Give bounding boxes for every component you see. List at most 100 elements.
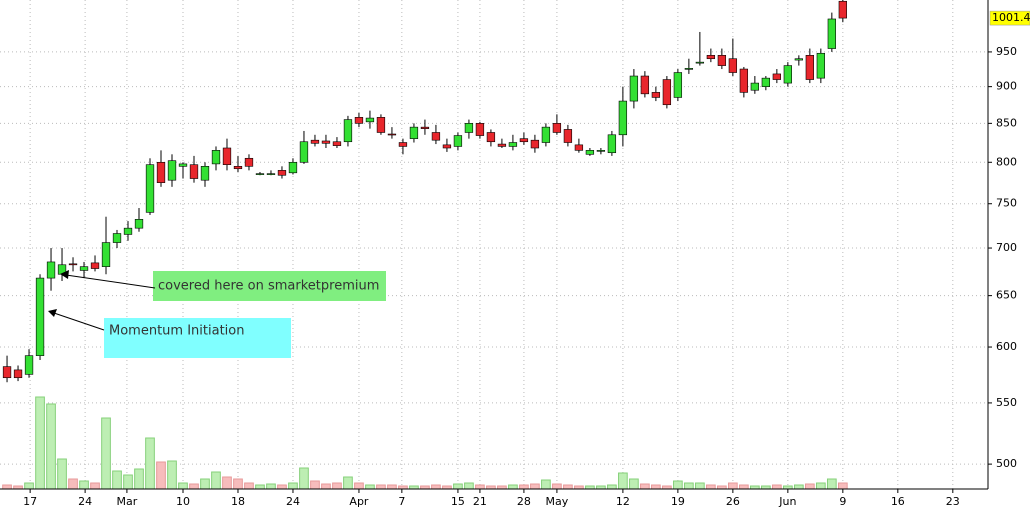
volume-bar [530,483,540,490]
candle-body [717,55,727,66]
y-tick-label: 600 [996,340,1017,353]
axes: 500 550 600 650 700 750 800 850 900 950 17 24 Mar 10 1… [23,10,1030,508]
candle-body [673,72,683,98]
candle-body [519,138,529,143]
x-tick-label: 15 [451,495,465,508]
volume-bar [211,471,221,490]
candle-body [497,143,507,147]
candle-body [343,119,353,143]
candle-body [46,261,56,279]
x-tick-label: 21 [473,495,487,508]
candle-body [101,242,111,267]
candle-body [145,164,155,213]
volume-bar [233,478,243,490]
volume-bar [519,484,529,490]
volume-bar [826,478,837,490]
candle-body [68,263,78,266]
volume-bar [673,480,683,490]
volume-bar [57,458,67,490]
volume-bar [266,483,276,490]
candle-body [618,100,628,136]
candle-body [200,166,210,181]
candle-body [387,133,397,136]
x-tick-label: 19 [671,495,685,508]
candle-body [277,170,287,176]
volume-bar [222,476,232,490]
candle-body [728,58,738,73]
candle-body [629,75,639,102]
y-tick-label: 750 [996,197,1017,210]
y-tick-label: 800 [996,155,1017,168]
volume-bar [299,467,309,490]
volume-bar [739,484,749,490]
candle-body [167,160,177,181]
candle-body [739,68,749,93]
x-tick-label: May [546,495,569,508]
candle-body [640,75,650,95]
volume-bar [145,437,155,490]
volume-bar [365,484,375,490]
candle-body [398,142,408,147]
candle-body [453,135,463,147]
x-tick-label: 28 [517,495,531,508]
candle-body [475,123,485,136]
volume-bar [35,396,45,490]
x-tick-label: Jun [778,495,796,508]
x-tick-label: 26 [726,495,740,508]
volume-bar [134,468,144,490]
candle-body [574,144,584,151]
x-tick-label: 24 [286,495,300,508]
candle-body [288,161,298,174]
candle-body [24,355,34,375]
last-price-box [989,10,1030,26]
volume-bar [837,482,848,490]
y-tick-label: 500 [996,457,1017,470]
volume-bar [629,478,639,490]
candle-body [684,68,694,70]
candle-body [310,139,320,144]
x-tick-label: 12 [616,495,630,508]
last-price-label: 1001.4 [992,11,1030,24]
volume-bar [354,482,364,490]
x-tick-label: 7 [398,495,405,508]
candle-body [772,73,782,80]
volume-bar [706,484,716,490]
x-tick-label: 16 [891,495,905,508]
candle-body [662,79,672,106]
volume-bar [552,483,562,490]
volume-bar [200,478,210,490]
candle-body [178,163,188,167]
annotation-box [153,271,386,301]
candle-body [420,126,430,129]
candle-layer [2,0,847,383]
candle-body [134,219,144,229]
x-tick-label: 23 [946,495,960,508]
candle-body [563,129,573,143]
candle-body [706,55,716,60]
volume-bar [793,484,804,490]
candle-body [530,139,540,149]
arrow-head [60,270,69,279]
candle-body [13,369,23,379]
y-tick-label: 850 [996,116,1017,129]
volume-bar [321,483,331,490]
candle-body [827,18,836,49]
candle-body [354,117,364,124]
candle-body [607,134,617,154]
volume-bar [189,483,199,490]
volume-layer [2,396,848,490]
candle-body [761,77,771,87]
volume-bar [376,484,386,490]
x-tick-label: Apr [349,495,369,508]
volume-bar [178,482,188,490]
y-tick-label: 650 [996,289,1017,302]
volume-bar [464,482,474,490]
candle-body [695,61,705,64]
candle-body [79,266,89,271]
candle-body [123,227,133,235]
candle-body [541,126,551,143]
candle-body [838,0,847,19]
candle-body [112,233,122,243]
volume-bar [684,482,694,490]
